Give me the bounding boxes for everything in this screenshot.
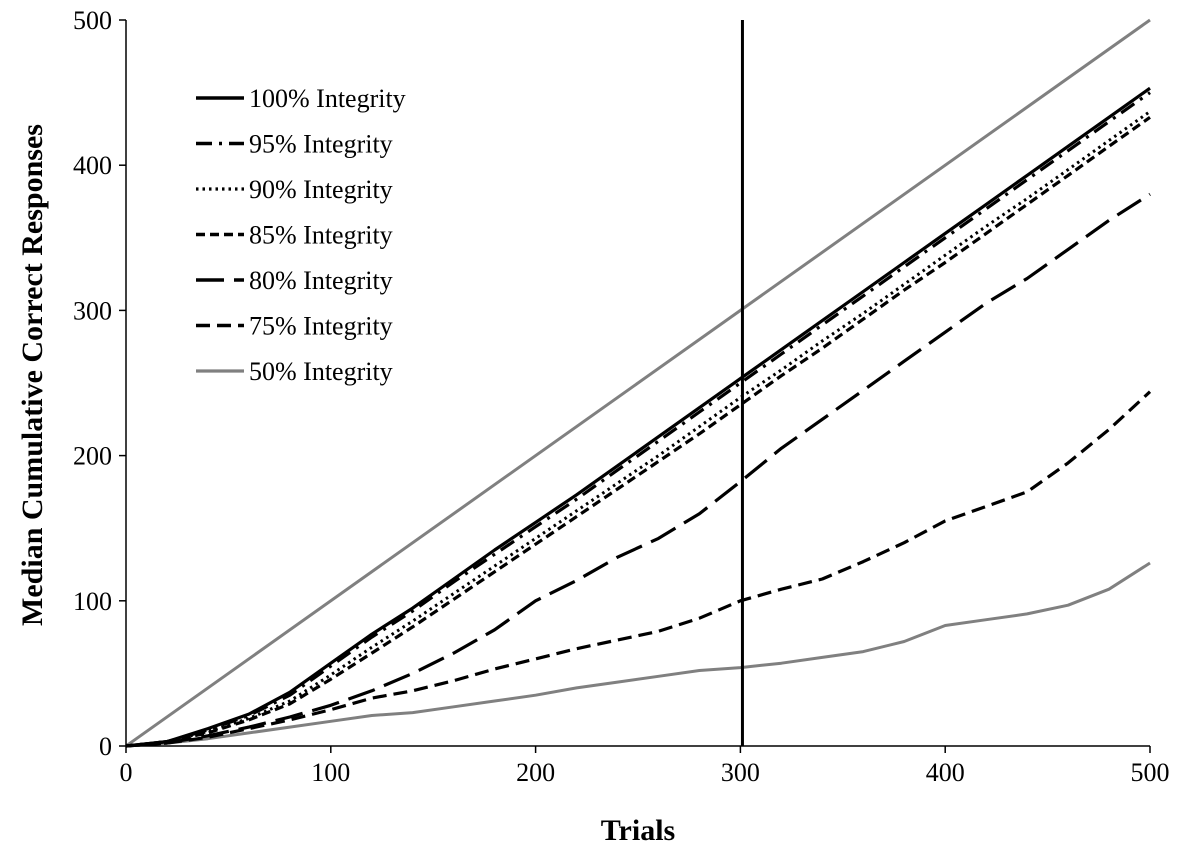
legend-label-5: 75% Integrity [249, 312, 393, 341]
series-line-2 [125, 110, 1151, 748]
y-tick-label: 100 [73, 587, 112, 616]
y-tick-label: 0 [99, 732, 112, 761]
x-tick-label: 100 [311, 758, 350, 787]
axes: 0 100 200 300 400 500 0 100 200 300 400 500 [73, 6, 1170, 787]
x-axis-title: Trials [601, 814, 675, 847]
legend-label-0: 100% Integrity [249, 84, 406, 113]
y-tick-label: 400 [73, 151, 112, 180]
series-line-1 [125, 91, 1151, 748]
series-line-7 [125, 18, 1151, 748]
series-line-5 [125, 390, 1152, 748]
y-tick-label: 500 [73, 6, 112, 35]
x-tick-label: 0 [120, 758, 133, 787]
x-tick-label: 500 [1131, 758, 1170, 787]
y-axis-title: Median Cumulative Correct Responses [16, 124, 49, 626]
legend: 100% Integrity 95% Integrity 90% Integrity… [196, 84, 406, 386]
x-tick-label: 400 [926, 758, 965, 787]
legend-label-6: 50% Integrity [249, 357, 393, 386]
series-line-6 [125, 561, 1151, 748]
x-tick-label: 300 [721, 758, 760, 787]
y-tick-label: 200 [73, 442, 112, 471]
series-line-3 [125, 115, 1151, 748]
y-tick-label: 300 [73, 296, 112, 325]
legend-label-2: 90% Integrity [249, 175, 393, 204]
plot-area [125, 18, 1152, 748]
legend-label-3: 85% Integrity [249, 221, 393, 250]
series-line-0 [125, 86, 1151, 748]
x-tick-label: 200 [516, 758, 555, 787]
series-line-4 [125, 192, 1151, 748]
legend-label-4: 80% Integrity [249, 266, 393, 295]
legend-label-1: 95% Integrity [249, 130, 393, 159]
